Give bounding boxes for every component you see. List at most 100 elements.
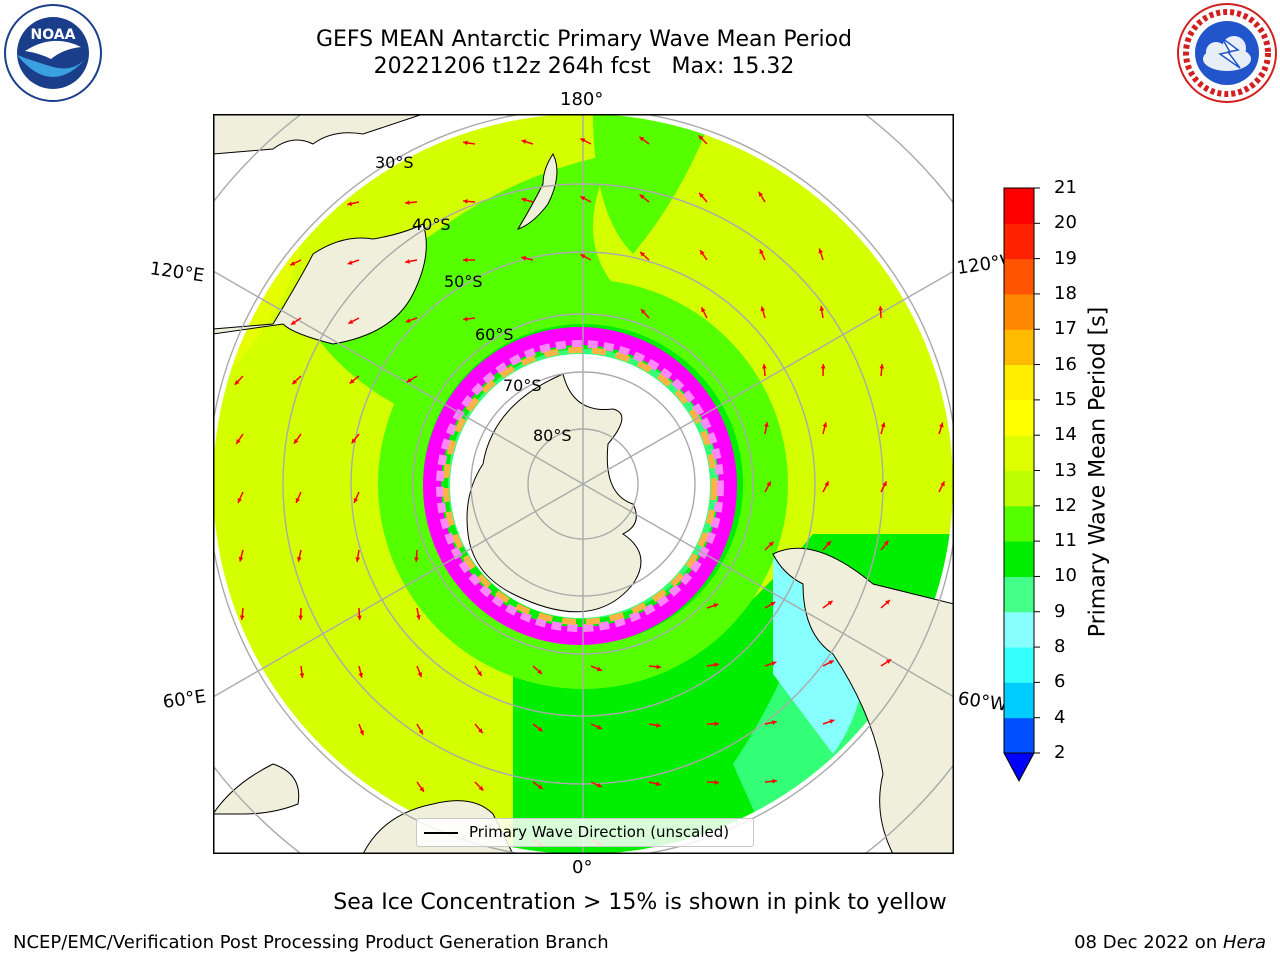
wave-arrow-head [296, 556, 302, 562]
wave-arrow-head [596, 724, 602, 730]
lon-label-0: 0° [572, 857, 593, 878]
colorbar-segment [1004, 435, 1034, 471]
map-legend: Primary Wave Direction (unscaled) [416, 818, 754, 847]
wave-arrow-head [714, 780, 719, 785]
colorbar-tick-label: 9 [1054, 600, 1066, 622]
wave-arrow-head [537, 726, 543, 732]
wave-arrow-head [878, 306, 883, 311]
lat-label-30s: 30°S [375, 153, 414, 172]
wave-arrow-head [291, 320, 297, 325]
wave-arrow-head [772, 778, 777, 784]
wave-arrow-head [771, 720, 777, 725]
lat-label-70s: 70°S [503, 376, 542, 395]
wave-arrow-head [355, 557, 361, 562]
wave-arrow-head [939, 422, 944, 428]
wave-arrow-head [477, 671, 482, 677]
wave-arrow-head [357, 615, 362, 620]
wave-arrow-head [347, 201, 353, 207]
wave-arrow-head [353, 498, 359, 503]
colorbar-tick-label: 16 [1054, 353, 1077, 375]
wave-arrow-head [761, 364, 767, 369]
graticule [213, 114, 954, 854]
wave-arrow-head [655, 781, 661, 787]
wave-arrow-head [885, 600, 890, 605]
wave-arrow-head [656, 723, 661, 728]
map-panel: 30°S 40°S 50°S 60°S 70°S 80°S [213, 114, 954, 854]
wave-arrow-head [463, 198, 468, 204]
wave-arrow-head [764, 422, 769, 427]
colorbar-segment [1004, 364, 1034, 401]
wave-arrow-head [299, 673, 305, 678]
legend-line-swatch [424, 832, 458, 834]
colorbar-tick-label: 11 [1054, 530, 1077, 552]
wave-arrow-head [295, 497, 301, 503]
colorbar-segment [1004, 188, 1034, 224]
wave-arrow-head [405, 318, 411, 323]
colorbar [1000, 186, 1046, 786]
wave-arrow-head [537, 669, 543, 674]
wave-arrow-head [406, 377, 412, 383]
wave-arrow-head [417, 672, 423, 678]
colorbar-tick-label: 21 [1054, 177, 1077, 198]
wave-arrow-head [713, 603, 719, 608]
wave-arrow-head [405, 200, 410, 206]
colorbar-tick-label: 4 [1054, 706, 1066, 728]
wave-arrow-head [699, 192, 704, 198]
wave-arrow-head [234, 379, 240, 385]
colorbar-segment [1004, 470, 1034, 507]
nws-logo [1176, 2, 1278, 104]
wave-arrow-head [824, 481, 829, 487]
wave-arrow-head [463, 257, 468, 263]
wave-arrow-head [827, 600, 833, 606]
colorbar-tick-label: 15 [1054, 388, 1077, 410]
colorbar-tick-label: 19 [1054, 247, 1077, 269]
colorbar-segment [1004, 329, 1034, 366]
lat-label-60s: 60°S [475, 325, 514, 344]
wave-arrow-head [418, 729, 423, 735]
wave-arrow-head [298, 615, 304, 620]
wave-arrow-head [416, 615, 421, 620]
wave-arrow-head [714, 721, 719, 727]
wave-arrow-head [405, 259, 410, 264]
noaa-logo: NOAA [3, 3, 103, 103]
wave-arrow-head [759, 249, 764, 255]
colorbar-segment [1004, 223, 1034, 260]
wave-arrow-head [882, 481, 887, 487]
wave-direction-arrows [234, 134, 946, 848]
wave-arrow-head [766, 481, 771, 487]
lon-label-180: 180° [560, 89, 604, 110]
colorbar-segment [1004, 576, 1034, 613]
wave-arrow-head [596, 782, 602, 788]
colorbar-extend-triangle [1003, 752, 1035, 783]
colorbar-tick-label: 10 [1054, 565, 1077, 587]
colorbar-segment [1004, 505, 1034, 542]
nws-logo-icon [1177, 3, 1277, 103]
colorbar-tick-label: 17 [1054, 318, 1077, 340]
wave-arrow-head [770, 602, 776, 607]
colorbar-tick-label: 12 [1054, 494, 1077, 516]
footer-credit: NCEP/EMC/Verification Post Processing Pr… [13, 932, 609, 953]
wave-arrow-head [822, 422, 828, 428]
wave-arrow-head [714, 662, 719, 668]
lat-label-50s: 50°S [444, 272, 483, 291]
wave-arrow-head [758, 191, 764, 197]
colorbar-tick-label: 20 [1054, 212, 1077, 234]
wave-arrow-head [292, 379, 298, 385]
wave-arrow-head [290, 261, 296, 266]
wave-arrow-head [537, 784, 543, 789]
wave-arrow-head [701, 307, 706, 313]
wave-arrow-head [820, 364, 826, 369]
colorbar-tick-label: 8 [1054, 636, 1066, 658]
wave-arrow-head [597, 666, 603, 672]
wave-arrow-head [293, 438, 299, 444]
colorbar-tick-label: 18 [1054, 282, 1077, 304]
wave-arrow-head [239, 615, 245, 620]
wave-arrow-head [463, 140, 468, 146]
wave-arrow-head [639, 194, 645, 200]
polar-map: 30°S 40°S 50°S 60°S 70°S 80°S [213, 114, 954, 854]
colorbar-tick-label: 6 [1054, 671, 1066, 693]
colorbar-segment [1004, 293, 1034, 330]
colorbar-segment [1004, 647, 1034, 683]
wave-arrow-head [358, 672, 364, 678]
wave-arrow-head [349, 378, 355, 384]
